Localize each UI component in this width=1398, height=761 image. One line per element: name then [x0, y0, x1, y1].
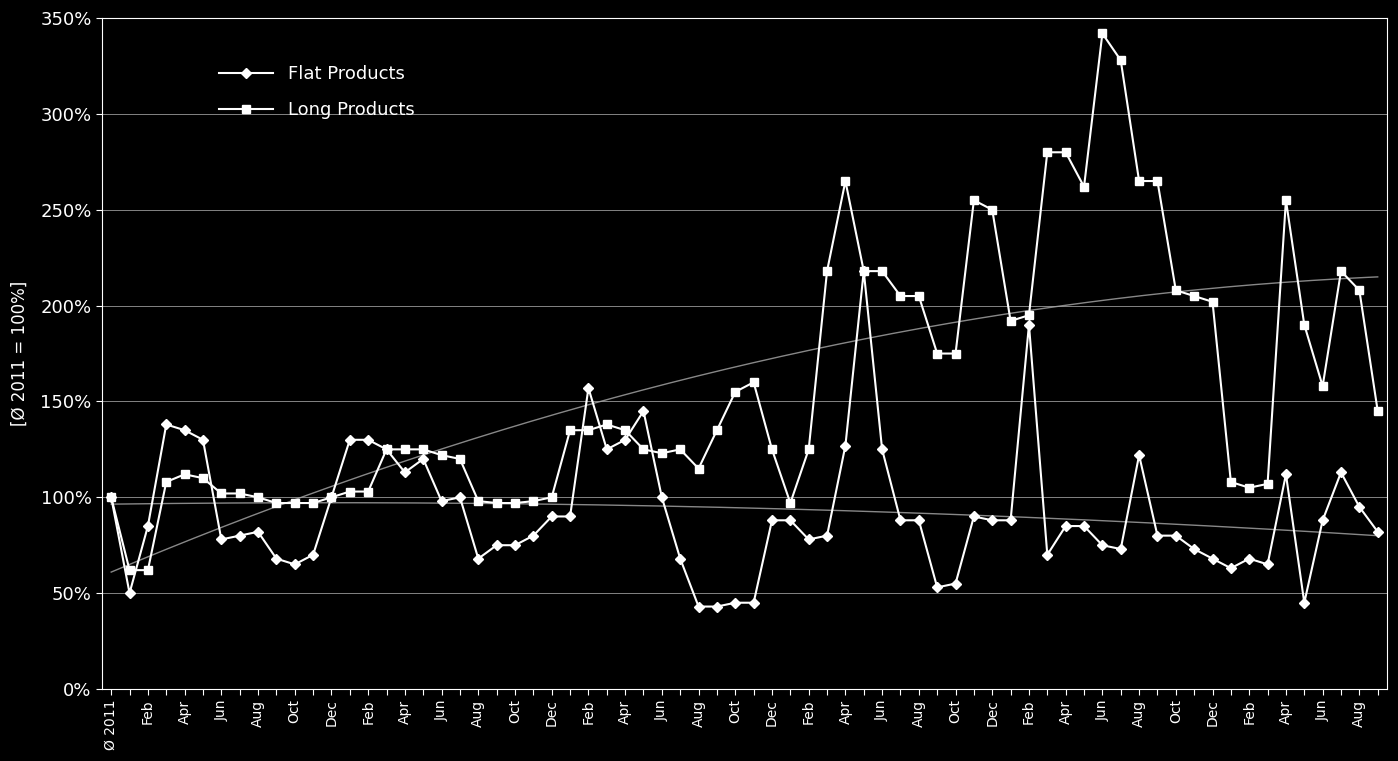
- Line: Long Products: Long Products: [108, 29, 1381, 575]
- Flat Products: [1369, 527, 1385, 537]
- Long Products: [103, 492, 120, 501]
- Line: Flat Products: Flat Products: [108, 268, 1381, 610]
- Flat Products: [819, 531, 836, 540]
- Long Products: [1095, 29, 1111, 38]
- Long Products: [819, 266, 836, 275]
- Long Products: [653, 449, 670, 458]
- Y-axis label: [Ø 2011 = 100%]: [Ø 2011 = 100%]: [11, 281, 29, 426]
- Long Products: [415, 445, 432, 454]
- Flat Products: [488, 540, 505, 549]
- Legend: Flat Products, Long Products: Flat Products, Long Products: [201, 47, 432, 138]
- Long Products: [1369, 406, 1385, 416]
- Flat Products: [103, 492, 120, 501]
- Flat Products: [635, 406, 651, 416]
- Long Products: [506, 498, 523, 508]
- Flat Products: [397, 468, 414, 477]
- Flat Products: [856, 266, 872, 275]
- Flat Products: [691, 602, 707, 611]
- Long Products: [122, 565, 138, 575]
- Flat Products: [268, 554, 285, 563]
- Long Products: [287, 498, 303, 508]
- Flat Products: [1222, 564, 1239, 573]
- Long Products: [1222, 477, 1239, 486]
